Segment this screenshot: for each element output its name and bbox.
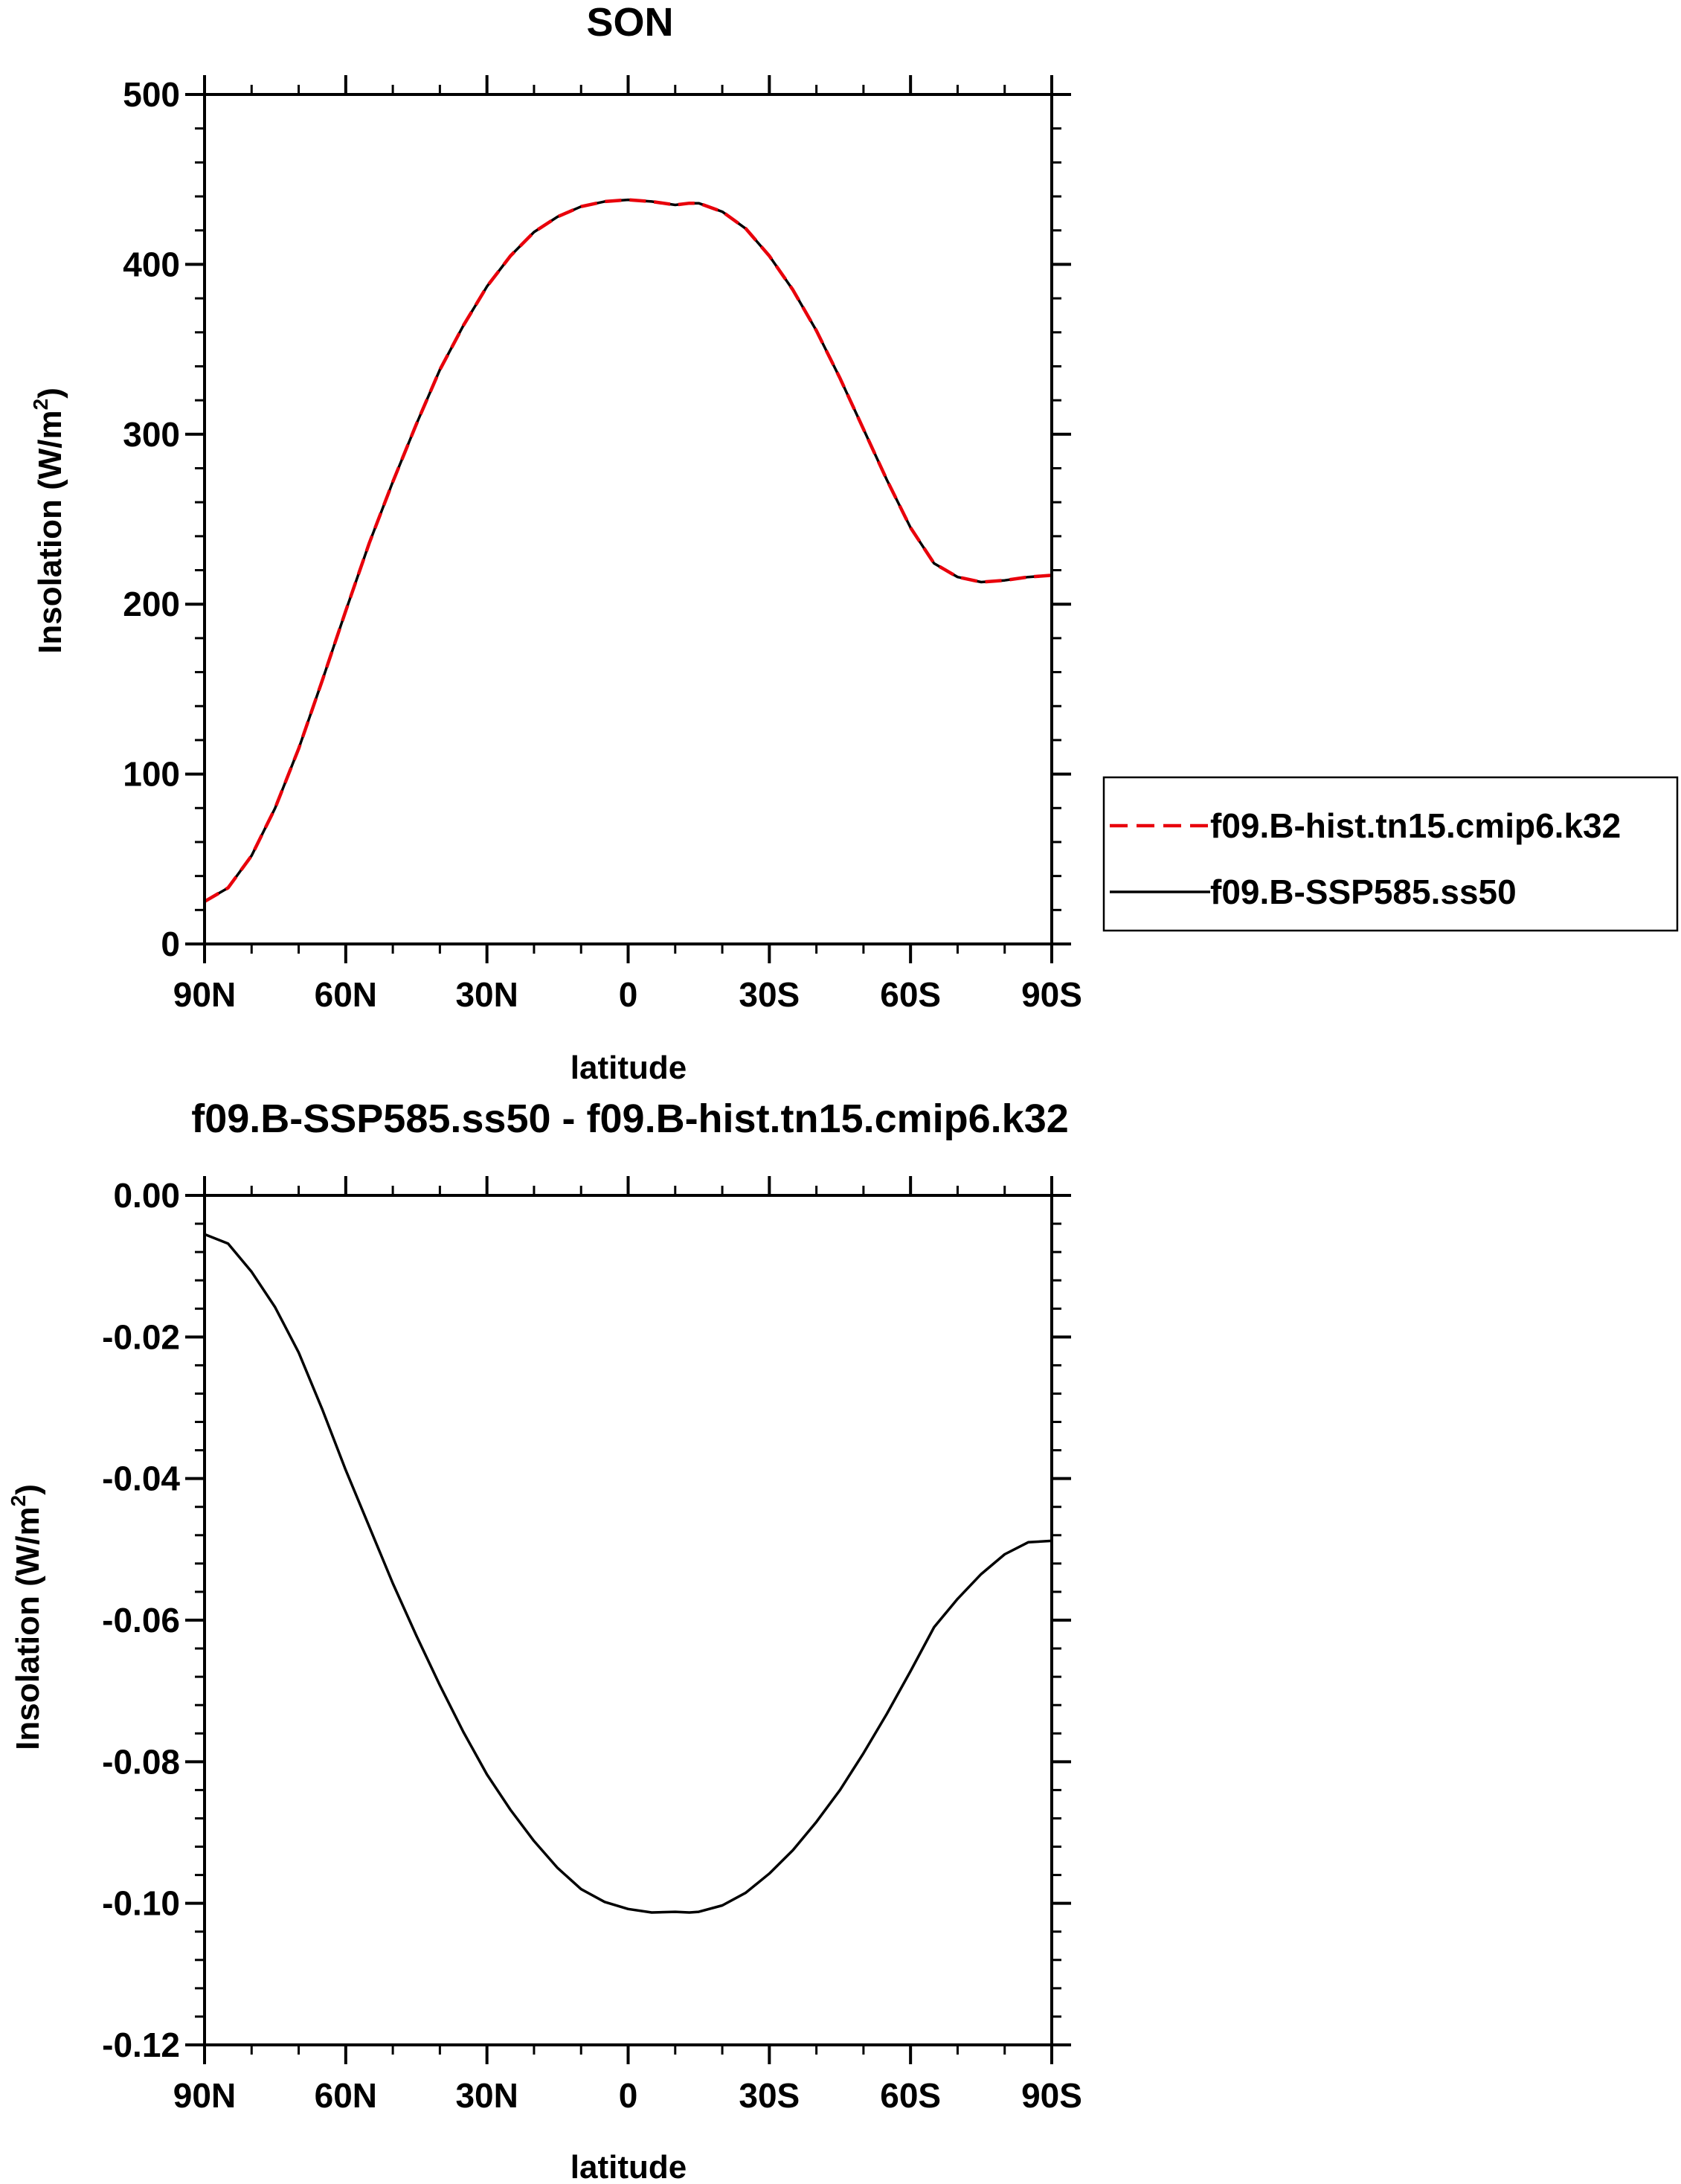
y-tick-label: -0.02 bbox=[102, 1317, 180, 1356]
x-tick-label: 30S bbox=[739, 2076, 800, 2115]
bottom-y-axis-label-main: Insolation (W/m bbox=[10, 1506, 46, 1750]
top-y-axis-label-sup: 2 bbox=[29, 399, 52, 411]
bottom-panel: f09.B-SSP585.ss50 - f09.B-hist.tn15.cmip… bbox=[7, 1096, 1082, 2184]
top-x-axis-label: latitude bbox=[570, 1050, 687, 1086]
bottom-chart-title: f09.B-SSP585.ss50 - f09.B-hist.tn15.cmip… bbox=[191, 1096, 1069, 1141]
y-tick-label: -0.10 bbox=[102, 1884, 180, 1923]
bottom-y-tick-labels: 0.00 -0.02 -0.04 -0.06 -0.08 -0.10 -0.12 bbox=[102, 1176, 180, 2064]
legend-box bbox=[1102, 776, 1679, 932]
top-y-axis-label-main: Insolation (W/m bbox=[32, 410, 68, 654]
bottom-axis-ticks bbox=[185, 1176, 1071, 2064]
y-tick-label: 200 bbox=[123, 585, 180, 623]
y-tick-label: -0.08 bbox=[102, 1742, 180, 1781]
legend-label-hist: f09.B-hist.tn15.cmip6.k32 bbox=[1210, 806, 1621, 845]
x-tick-label: 90S bbox=[1021, 2076, 1082, 2115]
x-tick-label: 90N bbox=[173, 975, 236, 1014]
bottom-x-tick-labels: 90N 60N 30N 0 30S 60S 90S bbox=[173, 2076, 1082, 2115]
bottom-y-axis-label-close: ) bbox=[10, 1484, 46, 1495]
bottom-y-axis-label: Insolation (W/m2) bbox=[7, 1484, 46, 1750]
x-tick-label: 30N bbox=[455, 2076, 518, 2115]
x-tick-label: 90S bbox=[1021, 975, 1082, 1014]
x-tick-label: 60N bbox=[315, 975, 377, 1014]
top-chart-title: SON bbox=[586, 0, 673, 45]
x-tick-label: 60S bbox=[880, 2076, 941, 2115]
y-tick-label: 400 bbox=[123, 245, 180, 283]
top-plot-frame bbox=[203, 93, 1053, 945]
top-legend: f09.B-hist.tn15.cmip6.k32 f09.B-SSP585.s… bbox=[1102, 776, 1679, 932]
y-tick-label: 0.00 bbox=[113, 1176, 180, 1215]
y-tick-label: 0 bbox=[161, 925, 180, 963]
top-x-tick-labels: 90N 60N 30N 0 30S 60S 90S bbox=[173, 975, 1082, 1014]
y-tick-label: -0.12 bbox=[102, 2026, 180, 2064]
top-axis-ticks bbox=[185, 75, 1071, 963]
x-tick-label: 0 bbox=[619, 975, 638, 1014]
top-y-axis-label-close: ) bbox=[32, 388, 68, 399]
legend-label-ssp585: f09.B-SSP585.ss50 bbox=[1210, 873, 1517, 911]
bottom-x-axis-label: latitude bbox=[570, 2149, 687, 2184]
bottom-plot-frame bbox=[203, 1194, 1053, 2046]
x-tick-label: 30S bbox=[739, 975, 800, 1014]
y-tick-label: -0.04 bbox=[102, 1459, 180, 1498]
y-tick-label: 300 bbox=[123, 415, 180, 454]
x-tick-label: 60N bbox=[315, 2076, 377, 2115]
series-line-0 bbox=[203, 198, 1052, 903]
x-tick-label: 90N bbox=[173, 2076, 236, 2115]
top-panel: SON 90N 60N 30N 0 30S 60S 90S 0 100 200 300 400 500… bbox=[29, 0, 1679, 1086]
x-tick-label: 0 bbox=[619, 2076, 638, 2115]
top-y-axis-label: Insolation (W/m2) bbox=[29, 388, 68, 654]
y-tick-label: -0.06 bbox=[102, 1601, 180, 1639]
bottom-y-axis-label-sup: 2 bbox=[7, 1495, 30, 1507]
series-line-0 bbox=[204, 1233, 1052, 1914]
top-y-tick-labels: 0 100 200 300 400 500 bbox=[123, 75, 180, 963]
top-series-lines bbox=[203, 198, 1052, 903]
y-tick-label: 100 bbox=[123, 755, 180, 794]
x-tick-label: 30N bbox=[455, 975, 518, 1014]
x-tick-label: 60S bbox=[880, 975, 941, 1014]
y-tick-label: 500 bbox=[123, 75, 180, 114]
bottom-series-lines bbox=[204, 1233, 1052, 1914]
